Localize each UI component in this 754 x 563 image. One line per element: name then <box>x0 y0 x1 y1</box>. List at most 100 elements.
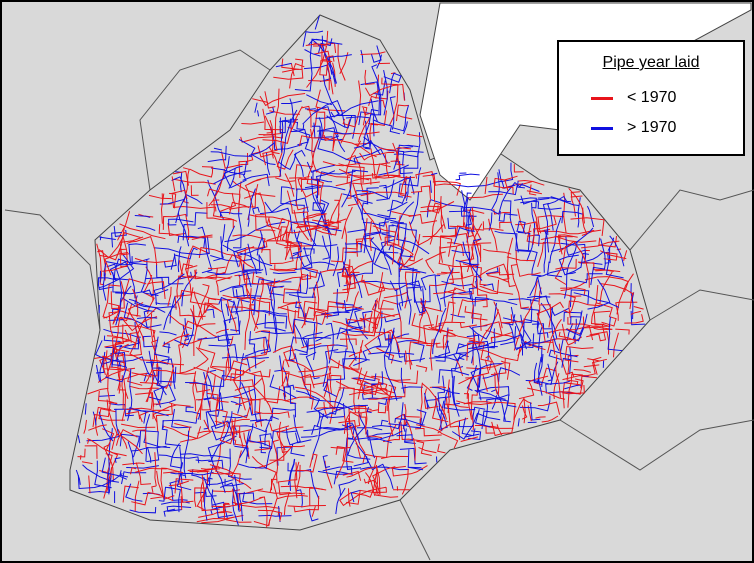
pipe <box>436 271 460 275</box>
pipe <box>306 406 345 413</box>
pipe <box>75 469 81 485</box>
pipe <box>238 138 276 165</box>
boundary <box>629 189 754 251</box>
pipe <box>392 105 409 132</box>
pipe <box>573 369 591 373</box>
pipe <box>457 340 490 361</box>
pipe <box>258 514 292 517</box>
pipe <box>383 355 398 401</box>
pipe <box>468 302 497 340</box>
pipe <box>189 471 209 508</box>
pipe <box>121 423 156 429</box>
pipe <box>251 271 307 285</box>
pipe <box>207 392 219 426</box>
pipe <box>290 444 305 457</box>
pipe <box>515 250 541 277</box>
pipe <box>477 368 481 393</box>
pipe <box>337 271 342 287</box>
pipe <box>384 154 390 178</box>
pipe <box>259 93 306 107</box>
pipe <box>243 192 267 224</box>
pipe <box>171 194 217 212</box>
pipe <box>84 403 87 415</box>
pipe <box>238 492 255 521</box>
pipe <box>309 508 319 522</box>
pipe <box>328 348 347 381</box>
pipe <box>630 310 646 326</box>
pipe <box>304 49 321 57</box>
pipe <box>283 386 296 418</box>
pipe <box>147 281 166 300</box>
pipe <box>529 184 537 196</box>
pipe <box>569 347 572 375</box>
pipe <box>130 467 137 475</box>
pipe <box>383 69 388 116</box>
pipe <box>156 470 175 500</box>
pipe <box>96 243 105 286</box>
pipe <box>322 74 340 118</box>
pipe <box>98 254 135 289</box>
pipe <box>273 58 304 80</box>
pipe <box>134 480 140 512</box>
pipe <box>552 338 577 355</box>
pipe <box>108 319 124 321</box>
pipe <box>269 445 306 461</box>
pipe <box>168 192 177 209</box>
pipe <box>137 316 158 319</box>
pipe <box>241 121 265 125</box>
pipe <box>193 291 203 320</box>
pipe <box>106 263 123 326</box>
pipe <box>297 304 315 320</box>
pipe <box>145 445 167 462</box>
pipe <box>111 324 156 338</box>
pipe <box>459 322 477 329</box>
pipe <box>326 344 335 360</box>
pipe <box>203 302 219 314</box>
pipe <box>256 321 285 326</box>
pipe <box>582 316 613 330</box>
pipe <box>399 447 427 465</box>
pipe <box>411 185 431 199</box>
pipe <box>312 202 326 219</box>
pipe <box>282 68 303 73</box>
pipe <box>360 51 386 55</box>
pipe <box>338 387 357 413</box>
pipe <box>109 356 152 378</box>
pipe <box>466 377 472 399</box>
pipe <box>328 54 352 75</box>
pipe <box>558 254 582 276</box>
pipe <box>194 379 211 393</box>
pipe <box>420 302 443 329</box>
pipes <box>75 15 646 528</box>
pipe <box>401 386 423 389</box>
pipe <box>234 445 249 464</box>
pipe <box>411 267 427 314</box>
pipe <box>386 387 393 412</box>
pipe <box>498 267 515 276</box>
pipe <box>184 318 190 341</box>
pipe <box>541 235 573 240</box>
pipe <box>517 179 545 186</box>
pipe <box>345 318 365 350</box>
pipe <box>547 319 562 354</box>
pipe <box>232 285 262 298</box>
pipe <box>123 302 149 329</box>
pipe <box>483 248 512 255</box>
pipe <box>315 313 330 340</box>
pipe <box>372 225 397 265</box>
pipe <box>468 334 527 350</box>
pipe <box>197 300 241 340</box>
pipe <box>249 331 256 352</box>
pipe <box>171 176 188 217</box>
pipe <box>183 430 190 479</box>
pipe <box>343 411 360 434</box>
pipe <box>438 403 469 431</box>
pipe <box>431 172 438 176</box>
pipe <box>206 202 234 229</box>
pipe <box>362 453 378 485</box>
pipe <box>108 302 121 324</box>
pipe <box>113 328 143 357</box>
pipe <box>465 212 473 226</box>
pipe <box>394 409 427 426</box>
pipe <box>515 221 551 233</box>
